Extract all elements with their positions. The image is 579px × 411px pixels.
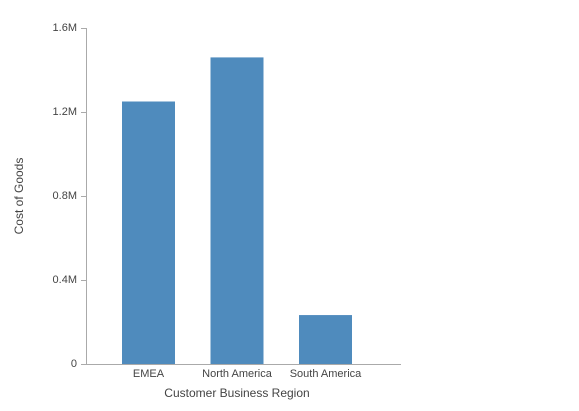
bar [122,101,175,364]
y-tick-label: 0.4M [53,274,77,286]
x-axis-label: Customer Business Region [164,386,309,400]
bar [299,315,352,364]
y-tick-label: 0 [71,358,77,370]
y-tick-label: 1.2M [53,106,77,118]
x-tick-label: EMEA [133,368,165,380]
y-tick-label: 1.6M [53,22,77,34]
bar [210,57,264,365]
x-tick-label: North America [202,368,273,380]
x-tick-label: South America [290,368,362,380]
y-tick-label: 0.8M [53,190,77,202]
y-axis-label: Cost of Goods [12,158,26,235]
